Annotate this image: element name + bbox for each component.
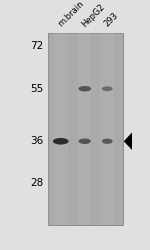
- Text: 55: 55: [30, 84, 44, 94]
- Bar: [48, 32, 123, 225]
- Text: HepG2: HepG2: [80, 2, 107, 29]
- Bar: [100, 32, 114, 225]
- Ellipse shape: [102, 139, 113, 144]
- Text: 293: 293: [102, 11, 120, 29]
- Text: 28: 28: [30, 178, 44, 188]
- Bar: [54, 32, 68, 225]
- Ellipse shape: [102, 86, 113, 91]
- Ellipse shape: [79, 138, 91, 144]
- Ellipse shape: [53, 138, 69, 144]
- Bar: [78, 32, 92, 225]
- Text: m.brain: m.brain: [56, 0, 85, 29]
- Text: 72: 72: [30, 41, 44, 51]
- Ellipse shape: [78, 86, 91, 92]
- Polygon shape: [124, 132, 132, 150]
- Text: 36: 36: [30, 136, 44, 146]
